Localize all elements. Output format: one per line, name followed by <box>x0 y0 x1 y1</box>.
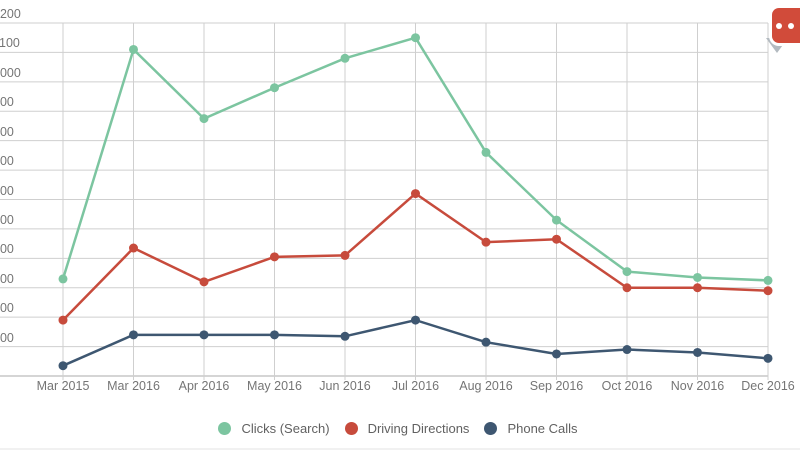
data-point-phone-calls-aug-2016[interactable] <box>481 337 491 347</box>
legend-swatch-icon <box>218 422 232 435</box>
data-point-phone-calls-sep-2016[interactable] <box>552 349 561 359</box>
legend-label: Phone Calls <box>507 421 578 436</box>
data-point-driving-directions-oct-2016[interactable] <box>622 283 632 293</box>
bubble-dot-icon <box>776 22 782 29</box>
data-point-driving-directions-dec-2016[interactable] <box>763 286 773 296</box>
bottom-edge-divider <box>0 448 800 450</box>
data-point-driving-directions-nov-2016[interactable] <box>693 283 702 293</box>
data-point-driving-directions-mar-2015[interactable] <box>58 315 68 325</box>
data-point-phone-calls-nov-2016[interactable] <box>693 347 702 357</box>
plot-area <box>0 22 773 380</box>
legend-label: Driving Directions <box>367 421 470 436</box>
legend-item-phone-calls[interactable]: Phone Calls <box>484 421 578 436</box>
x-axis-tick-label: Sep 2016 <box>529 379 584 393</box>
data-point-clicks-search-jun-2016[interactable] <box>340 53 350 63</box>
legend-item-clicks-search[interactable]: Clicks (Search) <box>218 421 330 436</box>
x-axis-tick-label: Jul 2016 <box>391 379 440 393</box>
data-point-clicks-search-mar-2015[interactable] <box>58 274 68 284</box>
data-point-clicks-search-jul-2016[interactable] <box>411 33 420 43</box>
legend-swatch-icon <box>484 422 498 435</box>
legend-item-driving-directions[interactable]: Driving Directions <box>344 421 470 436</box>
y-axis-tick-label: 300 <box>0 271 14 286</box>
data-point-phone-calls-dec-2016[interactable] <box>763 353 773 363</box>
y-axis-tick-label: 400 <box>0 242 14 257</box>
data-point-driving-directions-may-2016[interactable] <box>270 252 279 262</box>
data-point-phone-calls-may-2016[interactable] <box>270 330 279 340</box>
x-axis-tick-label: Oct 2016 <box>601 379 653 393</box>
data-point-driving-directions-jul-2016[interactable] <box>411 189 420 199</box>
data-point-phone-calls-oct-2016[interactable] <box>622 345 632 355</box>
y-axis-tick-label: 600 <box>0 183 14 198</box>
y-axis-tick-label: 1100 <box>0 36 20 51</box>
y-axis-tick-label: 200 <box>0 301 14 316</box>
data-point-clicks-search-apr-2016[interactable] <box>199 114 209 124</box>
data-point-clicks-search-nov-2016[interactable] <box>693 272 702 282</box>
y-axis-tick-label: 900 <box>0 95 14 110</box>
x-axis-tick-label: Nov 2016 <box>670 379 725 393</box>
data-point-driving-directions-apr-2016[interactable] <box>199 277 209 287</box>
data-point-driving-directions-sep-2016[interactable] <box>552 234 561 244</box>
data-point-clicks-search-may-2016[interactable] <box>270 83 279 93</box>
x-axis-tick-label: May 2016 <box>247 379 302 393</box>
y-axis-tick-label: 700 <box>0 154 14 169</box>
legend-swatch-icon <box>344 422 358 435</box>
y-axis-tick-label: 100 <box>0 330 14 345</box>
data-point-driving-directions-mar-2016[interactable] <box>129 243 138 253</box>
x-axis-tick-label: Dec 2016 <box>741 379 795 393</box>
data-point-phone-calls-jun-2016[interactable] <box>340 331 350 341</box>
x-axis-tick-label: Aug 2016 <box>459 379 513 393</box>
x-axis-tick-label: Mar 2015 <box>36 379 90 393</box>
x-axis-tick-label: Mar 2016 <box>107 379 160 393</box>
data-point-phone-calls-mar-2016[interactable] <box>129 330 138 340</box>
x-axis-tick-label: Apr 2016 <box>178 379 230 393</box>
data-point-driving-directions-jun-2016[interactable] <box>340 250 350 260</box>
y-axis-tick-label: 500 <box>0 212 14 227</box>
data-point-phone-calls-mar-2015[interactable] <box>58 361 68 371</box>
x-axis-tick-label: Jun 2016 <box>319 379 371 393</box>
data-point-clicks-search-mar-2016[interactable] <box>129 44 138 54</box>
y-axis-tick-label: 800 <box>0 124 14 139</box>
data-point-clicks-search-dec-2016[interactable] <box>763 275 773 285</box>
data-point-phone-calls-apr-2016[interactable] <box>199 330 209 340</box>
data-point-clicks-search-oct-2016[interactable] <box>622 267 632 277</box>
data-point-phone-calls-jul-2016[interactable] <box>411 315 420 325</box>
chart-legend: Clicks (Search) Driving Directions Phone C… <box>0 420 796 437</box>
bubble-dot-icon <box>788 22 794 29</box>
legend-label: Clicks (Search) <box>241 421 330 436</box>
data-point-driving-directions-aug-2016[interactable] <box>481 237 491 247</box>
data-point-clicks-search-sep-2016[interactable] <box>552 215 561 225</box>
data-point-clicks-search-aug-2016[interactable] <box>481 147 491 157</box>
y-axis-tick-label: 1200 <box>0 7 21 21</box>
speech-bubble-body-icon <box>772 8 800 43</box>
